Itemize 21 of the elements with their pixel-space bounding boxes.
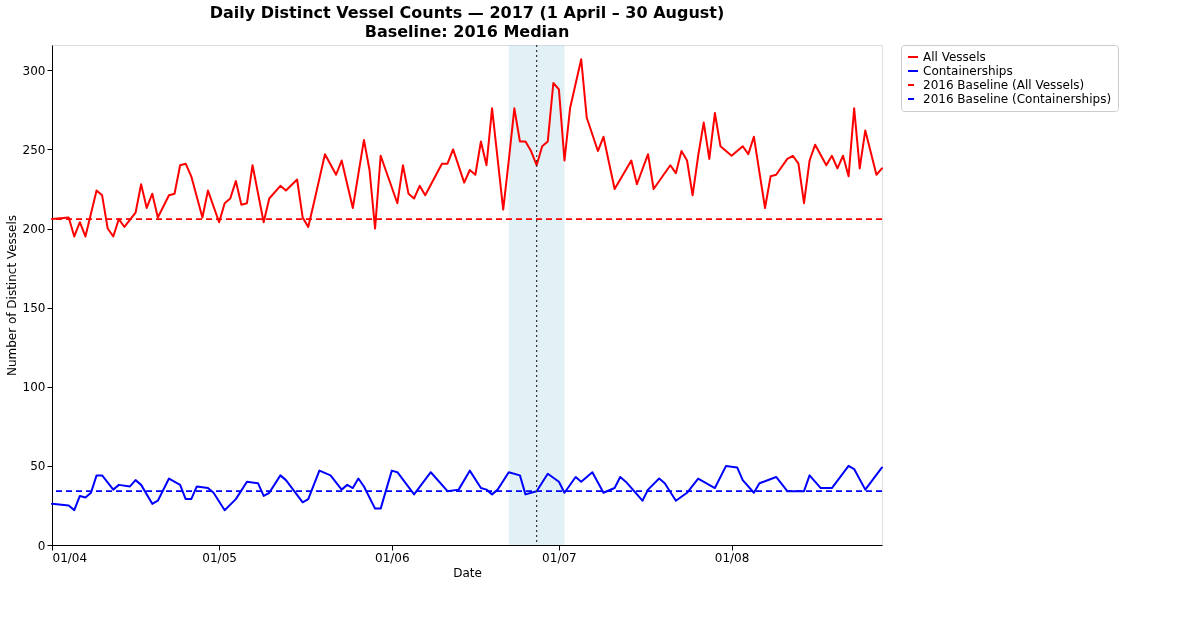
y-tick-label: 300 (22, 63, 46, 78)
x-tick-label: 01/04 (52, 550, 88, 565)
x-tick-label: 01/08 (714, 550, 750, 565)
x-tick-label: 01/05 (202, 550, 237, 565)
chart-subtitle: Baseline: 2016 Median (364, 22, 570, 42)
y-tick-label: 250 (22, 142, 46, 157)
legend-label: 2016 Baseline (All Vessels) (923, 78, 1085, 92)
x-tick-label: 01/06 (375, 550, 410, 565)
legend-label: 2016 Baseline (Containerships) (923, 92, 1112, 106)
y-tick-label: 0 (37, 538, 46, 553)
x-tick-label: 01/07 (542, 550, 577, 565)
y-tick-label: 150 (22, 301, 46, 316)
y-tick-label: 200 (22, 222, 46, 237)
x-axis-title: Date (453, 565, 482, 580)
legend-label: All Vessels (923, 50, 986, 64)
y-tick-label: 50 (30, 459, 46, 474)
y-axis-title: Number of Distinct Vessels (4, 214, 19, 377)
line-series (51, 464, 883, 512)
y-tick-label: 100 (22, 380, 46, 395)
chart-title: Daily Distinct Vessel Counts — 2017 (1 April – 30 August) (209, 3, 725, 23)
legend-label: Containerships (923, 64, 1013, 78)
